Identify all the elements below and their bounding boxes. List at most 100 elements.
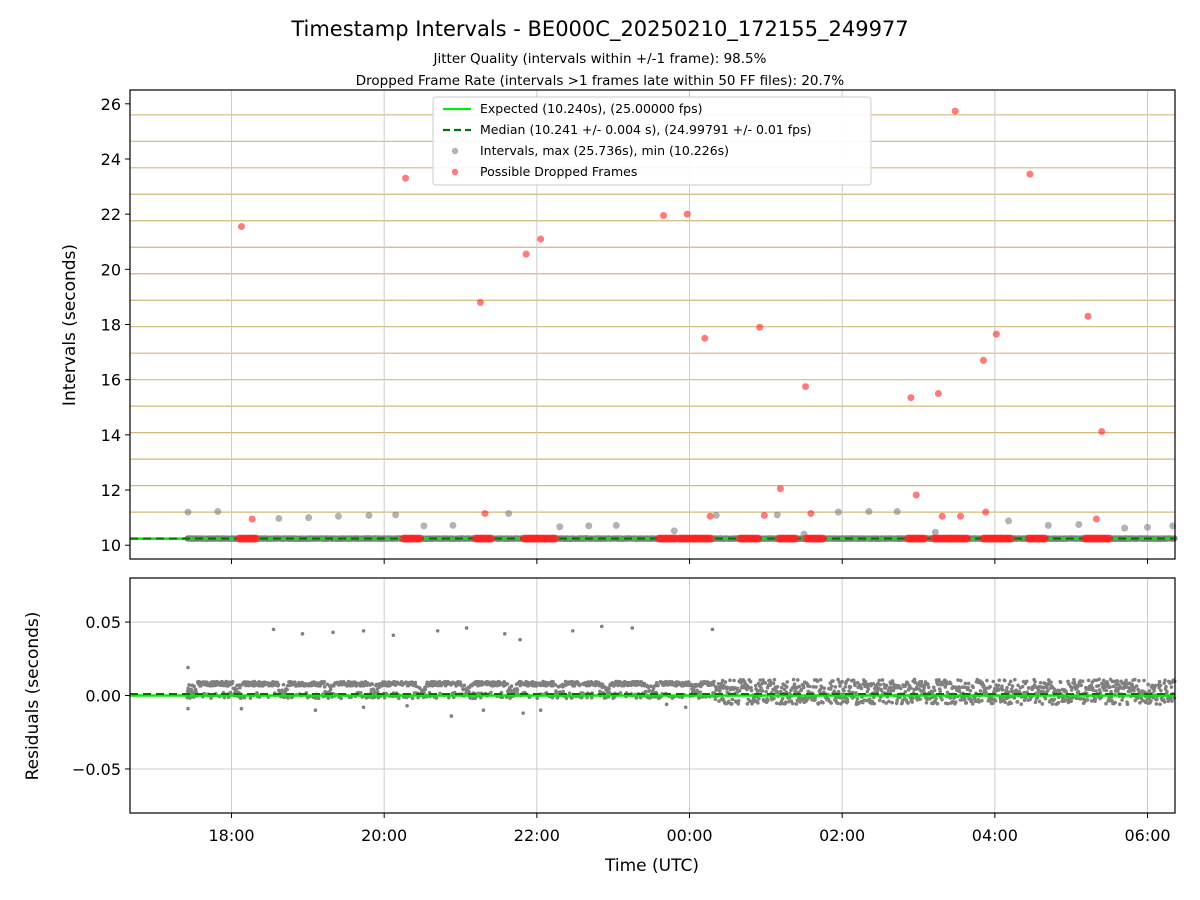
residual-point [780,697,785,701]
interval-point [305,514,313,522]
dropped-frame-point [1084,312,1092,320]
residual-point [797,684,801,689]
residual-point [801,685,806,690]
legend-intervals-marker [451,147,459,155]
dropped-frame-point [706,534,715,543]
residual-point [732,678,736,683]
residual-point [814,685,818,689]
dropped-frame-point [1041,534,1050,543]
residual-point [763,681,768,685]
dropped-frame-point [237,223,245,231]
interval-point [865,508,873,516]
y-tick-label: 14 [101,426,121,445]
residual-point [515,688,520,692]
residual-point [792,682,797,687]
residual-point [370,682,375,687]
residual-point [505,682,510,686]
dropped-frame-point [537,235,545,243]
interval-point [712,511,720,519]
residual-point [790,701,795,706]
interval-point [365,511,373,519]
dropped-frame-point [992,330,1000,338]
dropped-frame-point [1026,170,1034,178]
y-tick-label: 26 [101,95,121,114]
figure-title: Timestamp Intervals - BE000C_20250210_17… [290,17,908,42]
residual-point [535,696,539,700]
residual-point [564,696,569,701]
dropped-frame-point [660,212,668,220]
dropped-frame-point [920,534,929,543]
dropped-frame-point [1092,515,1100,523]
legend: Expected (10.240s), (25.00000 fps) Media… [432,96,872,186]
dropped-frame-point [776,485,784,493]
legend-median-label: Median (10.241 +/- 0.004 s), (24.99791 +… [480,122,811,137]
dropped-frame-point [706,512,714,520]
intervals-ylabel: Intervals (seconds) [60,244,80,406]
dropped-frame-point [522,250,530,258]
dropped-frame-point [912,491,920,499]
residual-point [775,684,780,689]
residual-point [829,684,834,688]
dropped-frame-point [683,210,691,218]
dropped-frame-point [756,323,764,331]
dropped-frame-point [402,174,410,182]
residual-point [698,690,703,695]
y-tick-label: 24 [101,150,121,169]
legend-intervals-label: Intervals, max (25.736s), min (10.226s) [480,143,729,158]
residual-point [551,680,555,684]
residual-point [764,689,768,694]
interval-point [773,511,781,519]
interval-point [505,509,513,517]
residual-point [285,687,289,692]
residual-point [413,680,418,685]
residual-point [785,680,790,684]
residual-point [728,678,732,683]
residual-point [730,702,734,706]
residual-point [772,696,776,701]
dropped-frame-point [1098,428,1106,436]
residual-point [795,678,800,682]
residual-point [772,677,777,682]
residual-point [771,681,776,686]
residual-point [749,688,754,693]
residual-point [815,679,820,684]
y-tick-label: 16 [101,371,121,390]
dropped-frame-point [957,512,965,520]
residual-point [316,696,321,701]
residual-point [784,700,788,705]
dropped-frame-point [938,512,946,520]
dropped-frame-point [481,509,489,517]
interval-point [184,508,192,516]
residual-point [748,679,753,684]
dropped-frame-point [1006,534,1015,543]
residual-point [723,680,728,684]
residual-point [192,684,196,689]
dropped-frame-point [487,534,496,543]
residual-point [695,688,699,693]
residual-point [647,688,652,693]
dropped-frame-point [248,515,256,523]
interval-point [1144,523,1152,531]
y-tick-label: 18 [101,316,121,335]
dropped-frame-point [934,389,942,397]
residual-point [281,682,286,687]
y-tick-label: 10 [101,536,121,555]
residual-point [718,689,722,694]
residual-point [280,688,284,692]
interval-point [834,508,842,516]
interval-point [893,508,901,516]
legend-expected-label: Expected (10.240s), (25.00000 fps) [480,101,702,116]
dropped-frame-point [963,534,972,543]
residual-point [774,701,779,705]
dropped-frame-point [1105,534,1114,543]
dropped-frame-point [979,356,987,364]
residual-point [757,697,761,701]
residual-point [760,689,765,693]
residual-point [813,697,817,702]
residual-point [209,696,213,700]
residual-point [326,696,331,701]
interval-point [334,512,342,520]
residual-point [276,682,281,687]
